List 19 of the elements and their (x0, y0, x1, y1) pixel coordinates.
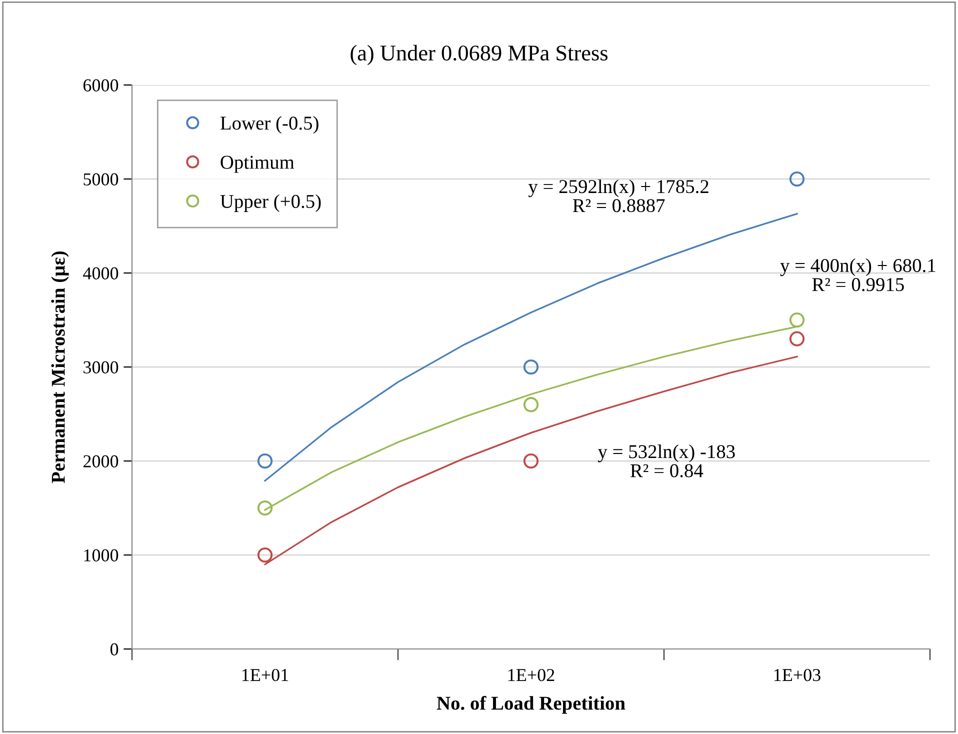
annotation: y = 2592ln(x) + 1785.2 R² = 0.8887 (528, 179, 708, 212)
legend-label: Lower (-0.5) (220, 116, 318, 134)
y-tick-label: 1000 (84, 549, 118, 562)
x-axis-title: No. of Load Repetition (436, 696, 626, 714)
x-tick-label: 1E+01 (242, 668, 288, 682)
y-tick-label: 5000 (84, 173, 118, 186)
y-tick-label: 0 (110, 643, 118, 656)
legend-label: Upper (+0.5) (220, 194, 321, 212)
chart-title: (a) Under 0.0689 MPa Stress (350, 44, 608, 66)
y-tick-label: 2000 (83, 455, 118, 468)
y-tick-label: 6000 (83, 79, 118, 92)
annotation: y = 532ln(x) -183 R² = 0.84 (598, 444, 735, 478)
y-tick-label: 3000 (84, 361, 118, 374)
x-tick-label: 1E+03 (774, 668, 820, 682)
annotation: y = 400n(x) + 680.1 R² = 0.9915 (780, 258, 936, 292)
y-tick-label: 4000 (83, 267, 118, 280)
y-axis-title: Permanent Microstrain (με) (51, 251, 69, 484)
legend-label: Optimum (220, 156, 294, 173)
x-tick-label: 1E+02 (508, 668, 554, 682)
